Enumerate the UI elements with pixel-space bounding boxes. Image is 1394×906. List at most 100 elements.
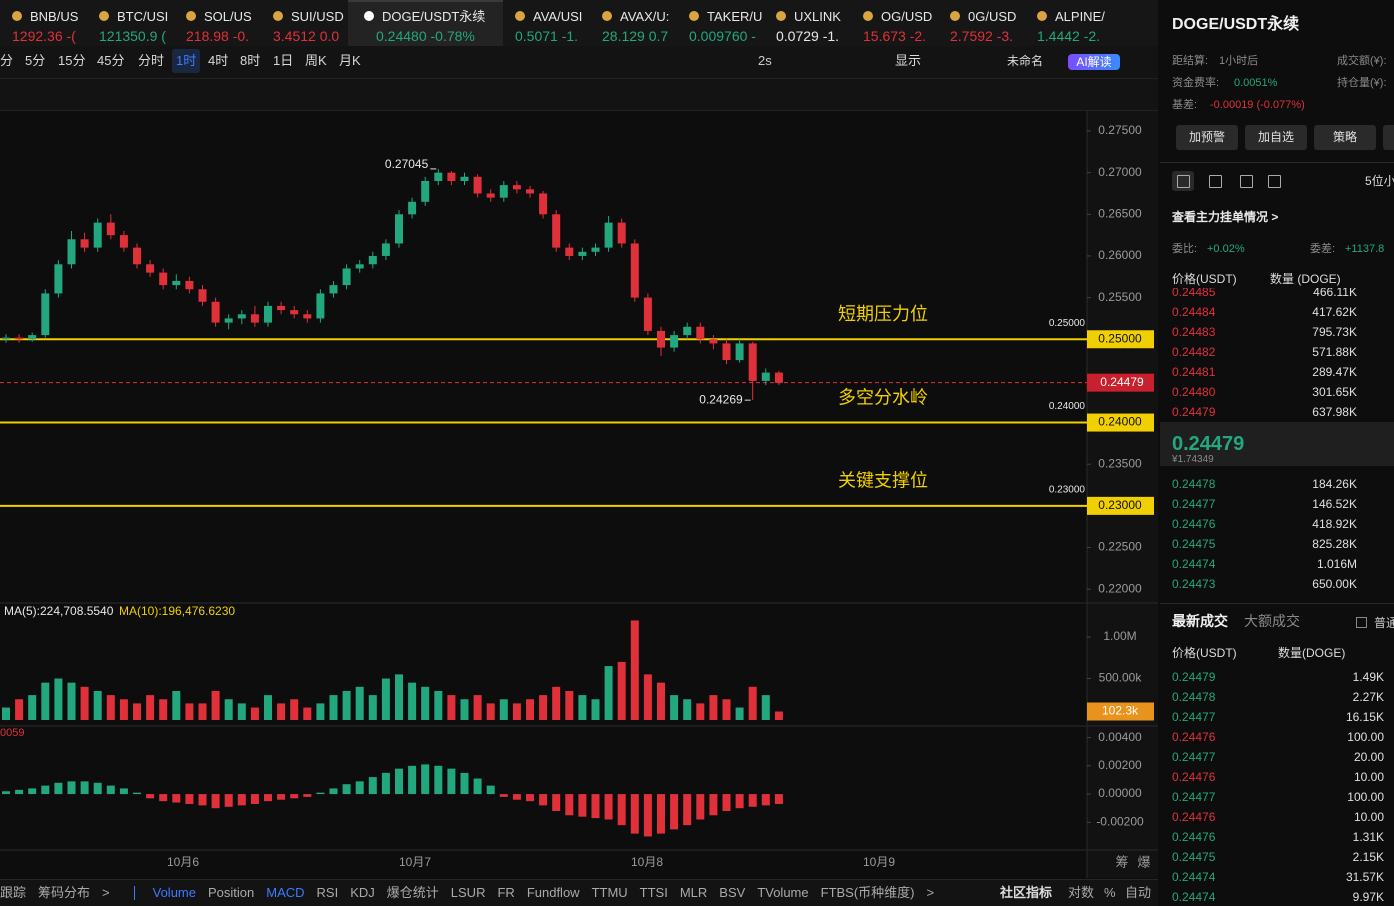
candle-body — [106, 222, 115, 236]
bottom-item[interactable]: TTSI — [639, 885, 668, 900]
bottom-item[interactable]: Volume — [152, 885, 196, 900]
interval[interactable]: 8时 — [240, 53, 261, 68]
bottom-item[interactable]: > — [102, 885, 110, 900]
interval[interactable]: 45分 — [97, 53, 125, 68]
volume-bar — [421, 686, 430, 720]
interval[interactable]: 4时 — [208, 53, 229, 68]
volume-bar — [630, 620, 639, 720]
bottom-item[interactable]: Fundflow — [526, 885, 580, 900]
info-label: 基差: — [1172, 99, 1198, 111]
bottom-item[interactable]: 爆仓统计 — [386, 885, 439, 900]
bid-price: 0.24473 — [1172, 577, 1216, 591]
panel-button[interactable]: 加自选 — [1245, 125, 1307, 150]
display-toggle[interactable]: 显示 — [895, 53, 922, 68]
candle-body — [290, 310, 299, 315]
interval[interactable]: 月K — [339, 53, 361, 68]
macd-bar — [696, 794, 705, 820]
bottom-right-item[interactable]: 自动 — [1125, 885, 1152, 900]
interval[interactable]: 1日 — [273, 53, 294, 68]
volume-tick-label: 1.00M — [1103, 629, 1136, 643]
bottom-right-item[interactable]: 社区指标 — [1000, 885, 1053, 900]
macd-bar — [486, 785, 495, 795]
asks: 0.24485 466.11K 0.24484 417.62K 0.24483 795.7… — [1160, 288, 1394, 422]
interval[interactable]: 分时 — [138, 53, 165, 68]
bottom-item[interactable]: MACD — [266, 885, 305, 900]
ask-price: 0.24481 — [1172, 365, 1216, 379]
trade-qty: 20.00 — [1353, 750, 1384, 764]
bottom-item[interactable]: TVolume — [757, 885, 809, 900]
bottom-item[interactable]: BSV — [719, 885, 746, 900]
bottom-item[interactable]: TTMU — [591, 885, 628, 900]
bottom-right-item[interactable]: 对数 — [1068, 885, 1095, 900]
bottom-item[interactable]: FR — [497, 885, 515, 900]
checkbox[interactable] — [1356, 617, 1367, 628]
bottom-item[interactable]: 跟踪 — [0, 885, 27, 900]
main-orders-link[interactable]: 查看主力挂单情况 > — [1172, 210, 1279, 224]
chart: 0.27500 0.27000 0.26500 0.26000 0.25500 0.235… — [0, 18, 1158, 878]
volume-bar — [657, 682, 665, 720]
panel-button[interactable]: 加预警 — [1176, 125, 1238, 150]
macd-bar — [381, 772, 390, 795]
bottom-item[interactable]: Position — [208, 885, 255, 900]
tab-symbol: SOL/US — [204, 9, 252, 24]
macd-bar — [395, 768, 403, 795]
panel-button[interactable] — [1383, 125, 1394, 150]
diff-value: +1137.8 — [1345, 243, 1385, 255]
low-annotation: 0.24269 — [699, 392, 743, 406]
info-label: 资金费率: — [1172, 77, 1220, 89]
candle-body — [185, 280, 194, 290]
bottom-right-item[interactable]: % — [1104, 885, 1116, 900]
tab-symbol: TAKER/U — [707, 9, 763, 24]
volume-bar — [591, 699, 600, 720]
view-icon[interactable] — [1209, 175, 1222, 188]
bottom-item[interactable]: 筹码分布 — [38, 885, 91, 900]
macd-bar — [630, 794, 639, 834]
bid-qty: 418.92K — [1312, 517, 1357, 531]
bid-price: 0.24474 — [1172, 557, 1216, 571]
macd-bar — [159, 794, 168, 802]
trade-tab[interactable]: 最新成交 — [1172, 613, 1228, 629]
interval[interactable]: 15分 — [58, 53, 86, 68]
candle-body — [447, 172, 456, 181]
trade-tab[interactable]: 大额成交 — [1244, 613, 1300, 629]
panel-button[interactable]: 策略 — [1314, 125, 1376, 150]
volume-bar — [683, 699, 692, 720]
interval[interactable]: 分 — [0, 53, 14, 68]
macd-bar — [748, 794, 757, 807]
bid-qty: 146.52K — [1312, 497, 1357, 511]
interval[interactable]: 周K — [305, 53, 327, 68]
candle-body — [696, 326, 705, 340]
volume-bar — [774, 711, 783, 720]
layout-name[interactable]: 未命名 — [1007, 54, 1044, 68]
symbol-tab[interactable] — [348, 0, 503, 46]
trade-price: 0.24476 — [1172, 730, 1216, 744]
candle-body — [512, 185, 521, 190]
interval[interactable]: 1时 — [176, 53, 197, 68]
volume-bar — [342, 690, 351, 720]
bottom-item[interactable]: KDJ — [350, 885, 375, 900]
bottom-item[interactable]: FTBS(币种维度) — [820, 885, 915, 900]
ask-price: 0.24485 — [1172, 288, 1216, 299]
macd-bar — [735, 794, 744, 809]
view-icon[interactable] — [1240, 175, 1253, 188]
volume-last-box — [1087, 702, 1154, 721]
y-tick-label: 0.27000 — [1098, 165, 1142, 179]
ai-button[interactable]: AI解读 — [1068, 54, 1120, 70]
bottom-item[interactable]: MLR — [679, 885, 708, 900]
ask-qty: 795.73K — [1312, 325, 1357, 339]
info-value: 0.0051% — [1234, 77, 1278, 89]
bottom-item[interactable]: > — [926, 885, 935, 900]
candle-body — [683, 326, 692, 336]
bottom-item[interactable]: RSI — [316, 885, 339, 900]
candle-body — [172, 280, 181, 286]
trade-price: 0.24477 — [1172, 790, 1216, 804]
bottom-item[interactable]: LSUR — [450, 885, 486, 900]
view-icon[interactable] — [1268, 175, 1281, 188]
last-price-box — [1087, 373, 1154, 392]
tab-icon — [1037, 11, 1047, 21]
volume-bar — [250, 707, 259, 720]
macd-bar — [355, 781, 364, 795]
interval[interactable]: 5分 — [25, 53, 46, 68]
candle-body — [342, 268, 351, 286]
view-icon[interactable] — [1177, 175, 1190, 188]
